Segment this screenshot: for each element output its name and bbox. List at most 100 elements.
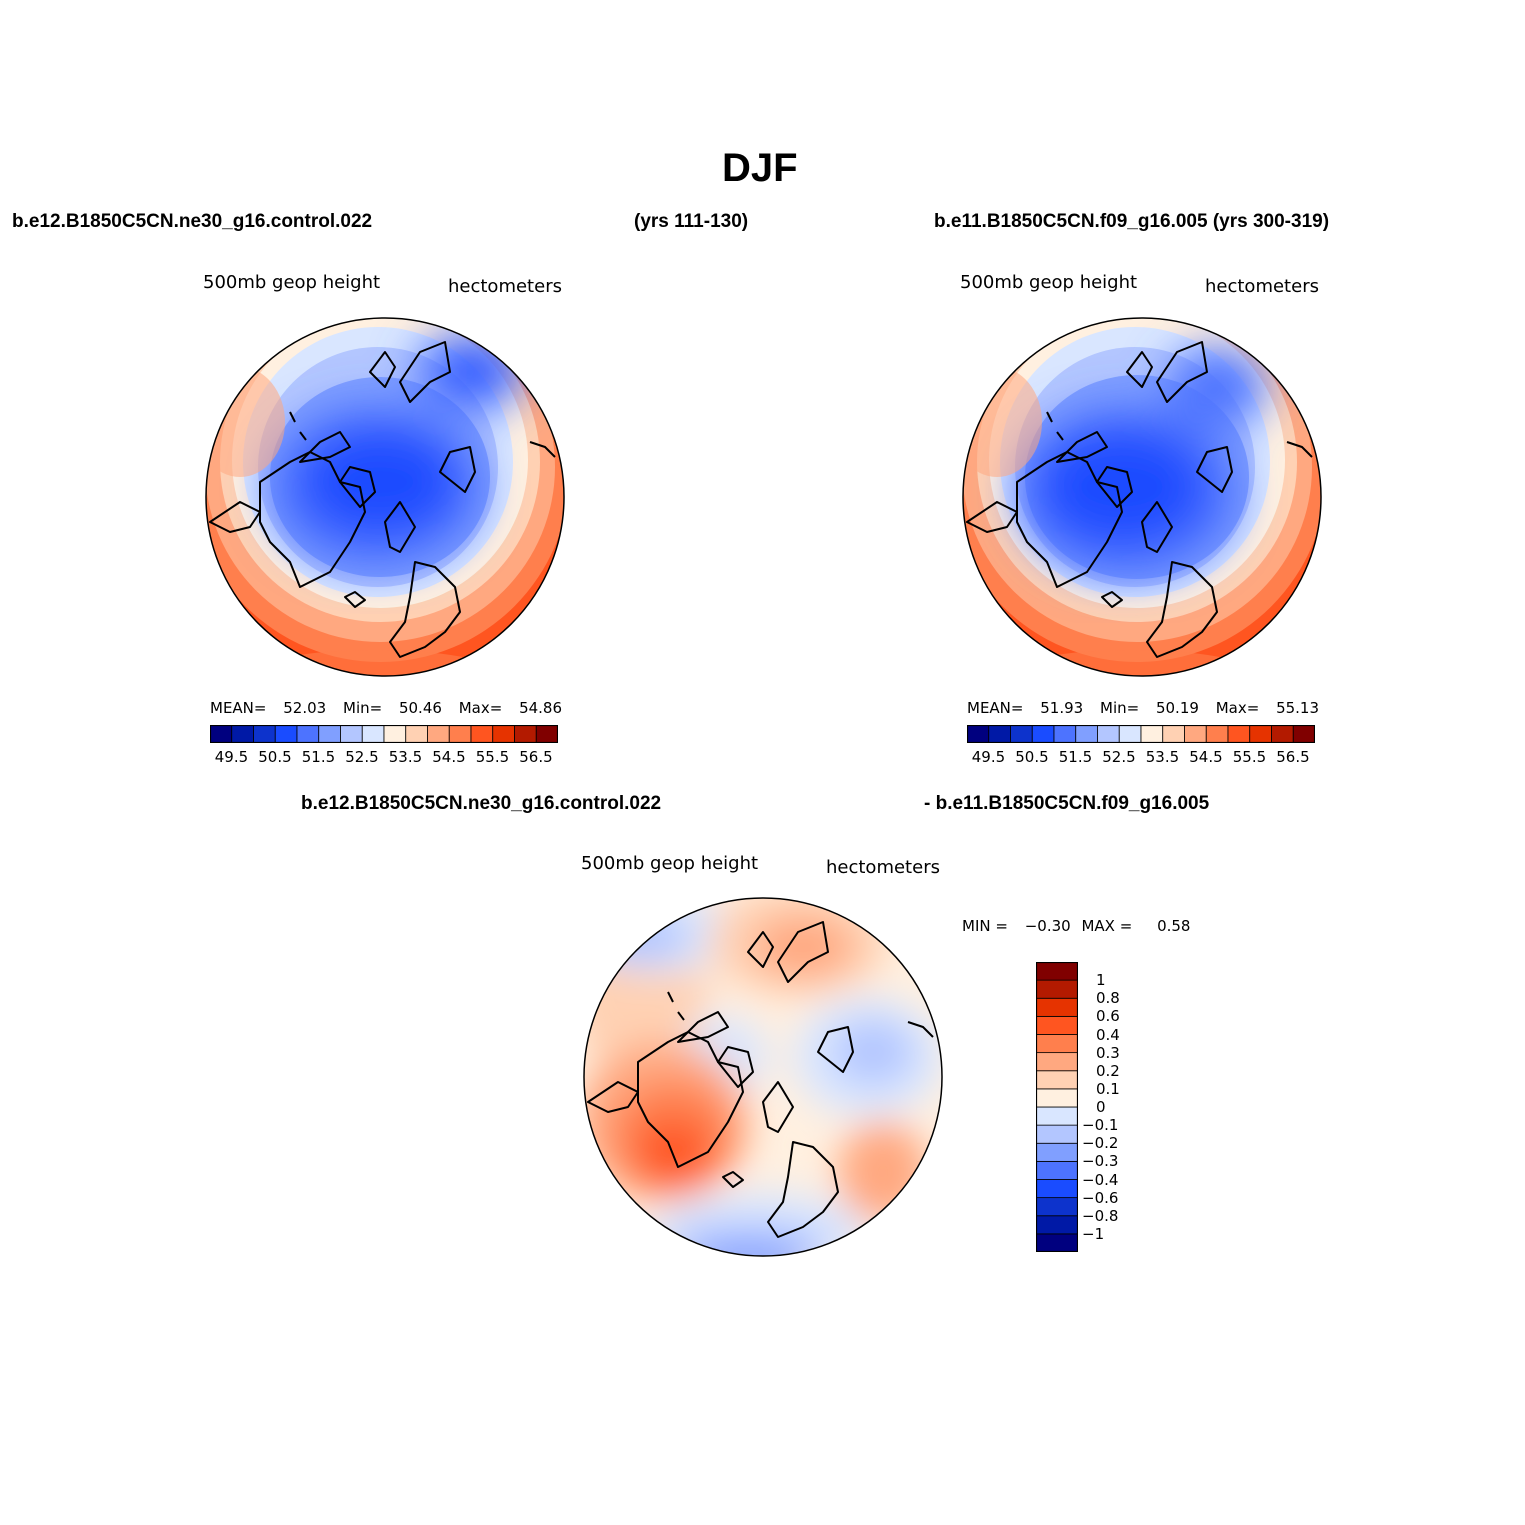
panel-2-colorbar-swatch	[1227, 724, 1251, 744]
panel-3-colorbar-swatch	[1035, 1197, 1079, 1217]
panel-1-colorbar-swatch	[535, 724, 559, 744]
panel-1-colorbar-svg	[209, 724, 559, 744]
panel-3-max-value: 0.58	[1157, 917, 1191, 935]
panel-2-colorbar-tick-label: 51.5	[1058, 748, 1093, 766]
panel-3-colorbar-swatch	[1035, 1034, 1079, 1054]
panel-1-polar-map	[205, 317, 565, 677]
panel-3-colorbar-tick-label: −1	[1082, 1224, 1105, 1243]
panel-1-colorbar-swatch	[448, 724, 472, 744]
panel-2-colorbar-tick-label: 52.5	[1102, 748, 1136, 766]
panel-1-colorbar-swatch	[383, 724, 407, 744]
panel-1-colorbar-tick-label: 54.5	[432, 748, 466, 766]
figure-title: DJF	[722, 146, 798, 190]
panel-2-colorbar-svg	[966, 724, 1316, 744]
panel-1-years: (yrs 111-130)	[634, 211, 749, 232]
panel-2-min-value: 50.19	[1155, 699, 1199, 717]
panel-1-variable-label: 500mb geop height	[203, 272, 381, 293]
panel-3-colorbar-swatch	[1035, 1160, 1079, 1180]
panel-2-colorbar-tick-label: 55.5	[1232, 748, 1267, 766]
panel-3-colorbar-tick-label: −0.6	[1082, 1188, 1119, 1207]
panel-1-colorbar-swatch	[427, 724, 450, 744]
panel-3-colorbar-swatch	[1035, 979, 1079, 999]
panel-3-colorbar-tick-label: −0.1	[1082, 1116, 1119, 1135]
panel-3-colorbar-swatch	[1035, 1070, 1079, 1090]
panel-3-variable-label: 500mb geop height	[581, 853, 759, 874]
panel-3-colorbar-tick-label: −0.4	[1082, 1170, 1119, 1189]
panel-3-colorbar-swatch	[1035, 1052, 1079, 1072]
panel-2-colorbar-swatch	[988, 724, 1011, 744]
panel-1-case-title: b.e12.B1850C5CN.ne30_g16.control.022	[12, 211, 373, 232]
panel-1-colorbar-tick-label: 53.5	[388, 748, 423, 766]
panel-3-colorbar-tick-label: 0.2	[1096, 1061, 1120, 1080]
panel-2-colorbar-tick-label: 54.5	[1189, 748, 1223, 766]
panel-3-colorbar-swatch	[1035, 1124, 1079, 1144]
panel-3-colorbar-tick-label: 0.1	[1096, 1079, 1120, 1098]
panel-2-stats: MEAN= 51.93 Min= 50.19 Max= 55.13	[967, 699, 1319, 717]
panel-2-colorbar-swatch	[1140, 724, 1164, 744]
panel-3-colorbar-swatch	[1035, 1233, 1079, 1253]
panel-2-colorbar-swatch	[1053, 724, 1077, 744]
panel-1-colorbar-tick-label: 51.5	[301, 748, 336, 766]
panel-3-colorbar-svg	[1035, 961, 1079, 1253]
panel-3-colorbar-tick-label: 0.4	[1096, 1025, 1120, 1044]
panel-2-colorbar-swatch	[1292, 724, 1316, 744]
panel-1-colorbar-tick-label: 50.5	[258, 748, 292, 766]
panel-2-colorbar-swatch	[1097, 724, 1120, 744]
panel-1-colorbar	[209, 724, 559, 744]
panel-3-units-label: hectometers	[826, 857, 940, 878]
panel-3-stats: MIN = −0.30 MAX = 0.58	[962, 917, 1190, 935]
panel-2-colorbar-tick-label: 56.5	[1276, 748, 1310, 766]
panel-1-colorbar-swatch	[514, 724, 537, 744]
panel-3-colorbar-swatch	[1035, 1179, 1079, 1199]
panel-3-case-title-subtracted: - b.e11.B1850C5CN.f09_g16.005	[924, 793, 1210, 814]
panel-1-colorbar-swatch	[340, 724, 363, 744]
panel-1-colorbar-swatch	[253, 724, 276, 744]
panel-2-colorbar-swatch	[1031, 724, 1055, 744]
panel-3-colorbar	[1035, 961, 1079, 1253]
panel-1-colorbar-swatch	[274, 724, 298, 744]
panel-3-colorbar-swatch	[1035, 1142, 1079, 1162]
panel-2-max-value: 55.13	[1276, 699, 1320, 717]
panel-2-max-label: Max=	[1215, 699, 1260, 717]
panel-1-colorbar-swatch	[296, 724, 320, 744]
panel-2-colorbar-tick-label: 53.5	[1145, 748, 1180, 766]
panel-1-colorbar-tick-label: 55.5	[475, 748, 510, 766]
panel-1-units-label: hectometers	[448, 276, 562, 297]
panel-2-variable-label: 500mb geop height	[960, 272, 1138, 293]
panel-1-mean-value: 52.03	[283, 699, 327, 717]
panel-3-colorbar-swatch	[1035, 1088, 1079, 1108]
panel-2-case-title: b.e11.B1850C5CN.f09_g16.005 (yrs 300-319…	[934, 211, 1330, 232]
panel-2-colorbar-tick-label: 49.5	[971, 748, 1006, 766]
panel-3-colorbar-swatch	[1035, 961, 1079, 981]
panel-1-max-value: 54.86	[519, 699, 563, 717]
panel-3-colorbar-tick-label: 0.6	[1096, 1007, 1120, 1026]
panel-1-colorbar-tick-label: 49.5	[214, 748, 249, 766]
panel-1-colorbar-swatch	[231, 724, 254, 744]
panel-3-colorbar-tick-label: 1	[1096, 971, 1106, 990]
panel-2-colorbar-swatch	[1118, 724, 1142, 744]
panel-2-colorbar	[966, 724, 1316, 744]
panel-3-min-value: −0.30	[1024, 917, 1071, 935]
panel-3-min-label: MIN =	[962, 917, 1008, 935]
panel-1-colorbar-swatch	[361, 724, 385, 744]
panel-2-colorbar-swatch	[1162, 724, 1185, 744]
panel-2-colorbar-swatch	[1184, 724, 1207, 744]
panel-1-colorbar-labels: 49.5 50.5 51.5 52.5 53.5 54.5 55.5 56.5	[210, 748, 558, 768]
panel-3-colorbar-tick-label: −0.3	[1082, 1152, 1119, 1171]
panel-3-colorbar-tick-label: 0.3	[1096, 1043, 1120, 1062]
panel-1-colorbar-tick-label: 56.5	[519, 748, 553, 766]
panel-2-colorbar-labels: 49.5 50.5 51.5 52.5 53.5 54.5 55.5 56.5	[967, 748, 1315, 768]
panel-2-colorbar-border	[966, 724, 1316, 744]
panel-3-colorbar-tick-label: −0.2	[1082, 1134, 1119, 1153]
panel-2-min-label: Min=	[1100, 699, 1140, 717]
panel-3-colorbar-swatch	[1035, 1015, 1079, 1035]
panel-2-mean-value: 51.93	[1040, 699, 1084, 717]
panel-1-min-label: Min=	[343, 699, 383, 717]
panel-1-colorbar-swatch	[209, 724, 233, 744]
panel-3-max-label: MAX =	[1081, 917, 1133, 935]
panel-1-colorbar-swatch	[318, 724, 341, 744]
panel-1-colorbar-swatch	[405, 724, 428, 744]
panel-3-colorbar-swatch	[1035, 1215, 1079, 1235]
panel-1-min-value: 50.46	[398, 699, 442, 717]
panel-3-colorbar-border	[1035, 961, 1079, 1253]
